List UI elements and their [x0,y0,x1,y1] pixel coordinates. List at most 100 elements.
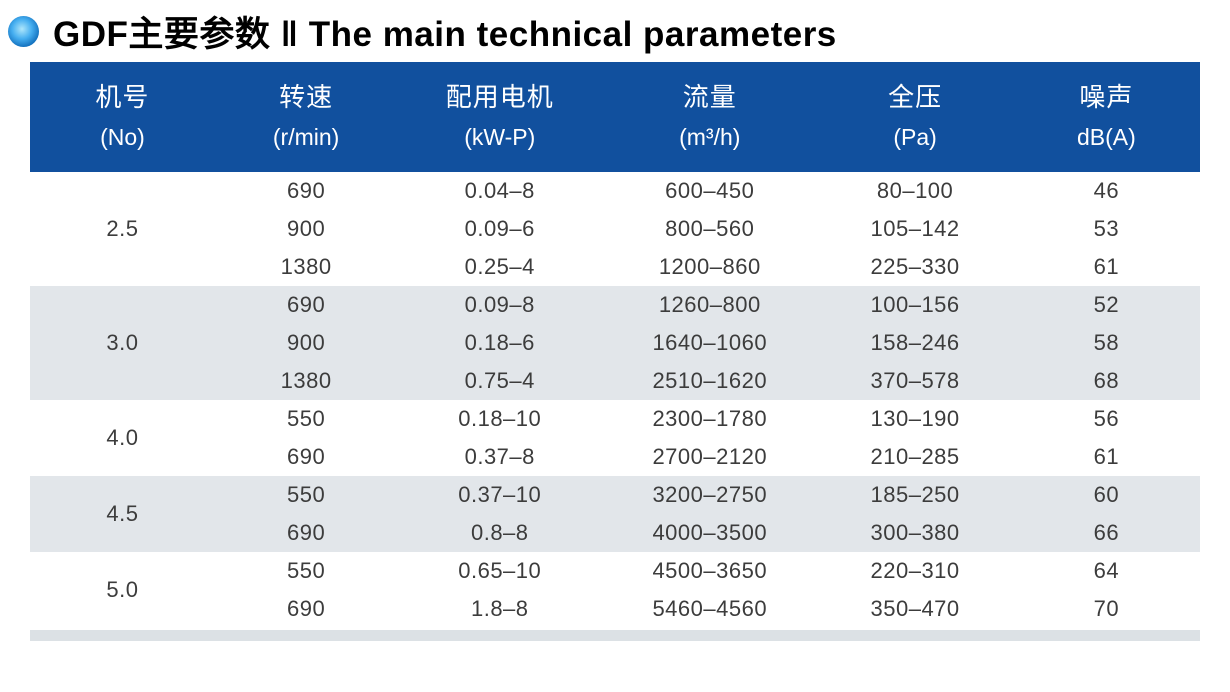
next-group-cutoff-strip [30,630,1200,641]
cell-motor: 0.37–8 [397,438,603,476]
table-row: 5.0 550 0.65–10 4500–3650 220–310 64 [30,552,1200,628]
cell-flow: 800–560 [602,210,818,248]
cell-noise: 61 [1012,248,1200,286]
cell-motor: 1.8–8 [397,590,603,628]
cell-motor: 0.09–8 [397,286,603,324]
cell-motor: 0.04–8 [397,172,603,210]
cell-motor: 0.8–8 [397,514,603,552]
header-flow-cn: 流量 [682,82,737,112]
cell-pressure: 300–380 [817,514,1013,552]
cell-flow: 4000–3500 [602,514,818,552]
header-motor-sub: (kW-P) [464,124,536,150]
cell-no: 3.0 [30,286,215,400]
table-row: 4.0 550 0.18–10 2300–1780 130–190 56 [30,400,1200,476]
table-body: 2.5 690 0.04–8 600–450 80–100 46 900 0.09–6 800–… [30,172,1200,628]
table-row: 690 0.37–8 2700–2120 210–285 61 [30,438,1200,476]
cell-noise: 60 [1012,476,1200,514]
cell-flow: 1640–1060 [602,324,818,362]
table-row: 3.0 690 0.09–8 1260–800 100–156 52 [30,286,1200,400]
header-flow: 流量 (m³/h) [602,62,818,172]
header-pressure: 全压 (Pa) [817,62,1013,172]
cell-speed: 690 [214,514,398,552]
cell-noise: 58 [1012,324,1200,362]
table-row: 690 1.8–8 5460–4560 350–470 70 [30,590,1200,628]
cell-speed: 1380 [214,248,398,286]
table-row: 2.5 690 0.04–8 600–450 80–100 46 [30,172,1200,286]
cell-motor: 0.18–10 [397,400,603,438]
cell-noise: 68 [1012,362,1200,400]
cell-no: 4.5 [30,476,215,552]
cell-motor: 0.09–6 [397,210,603,248]
cell-speed: 900 [214,210,398,248]
cell-pressure: 370–578 [817,362,1013,400]
cell-flow: 1260–800 [602,286,818,324]
cell-flow: 2510–1620 [602,362,818,400]
cell-flow: 2700–2120 [602,438,818,476]
cell-pressure: 225–330 [817,248,1013,286]
table-row: 900 0.09–6 800–560 105–142 53 [30,210,1200,248]
parameters-table: 机号 (No) 转速 (r/min) 配用电机 (kW-P) 流量 (m³/h)… [30,62,1200,628]
cell-motor: 0.18–6 [397,324,603,362]
table-row: 1380 0.75–4 2510–1620 370–578 68 [30,362,1200,400]
cell-no: 5.0 [30,552,215,628]
header-no-sub: (No) [100,124,145,150]
cell-pressure: 158–246 [817,324,1013,362]
cell-speed: 690 [214,438,398,476]
table-row: 1380 0.25–4 1200–860 225–330 61 [30,248,1200,286]
header-noise-cn: 噪声 [1079,82,1134,112]
header-no: 机号 (No) [30,62,215,172]
header-motor: 配用电机 (kW-P) [397,62,603,172]
cell-noise: 53 [1012,210,1200,248]
cell-noise: 61 [1012,438,1200,476]
cell-speed: 690 [214,286,398,324]
parameters-table-wrap: 机号 (No) 转速 (r/min) 配用电机 (kW-P) 流量 (m³/h)… [30,62,1200,641]
cell-noise: 64 [1012,552,1200,590]
cell-flow: 2300–1780 [602,400,818,438]
cell-motor: 0.37–10 [397,476,603,514]
cell-pressure: 185–250 [817,476,1013,514]
cell-noise: 56 [1012,400,1200,438]
header-noise: 噪声 dB(A) [1012,62,1200,172]
cell-motor: 0.25–4 [397,248,603,286]
cell-no: 2.5 [30,172,215,286]
cell-motor: 0.75–4 [397,362,603,400]
cell-speed: 900 [214,324,398,362]
header-speed-cn: 转速 [279,82,334,112]
cell-noise: 52 [1012,286,1200,324]
cell-flow: 3200–2750 [602,476,818,514]
header-no-cn: 机号 [95,82,150,112]
cell-pressure: 100–156 [817,286,1013,324]
cell-noise: 70 [1012,590,1200,628]
cell-speed: 550 [214,400,398,438]
blue-sphere-bullet-icon [8,16,39,47]
cell-speed: 690 [214,172,398,210]
cell-pressure: 220–310 [817,552,1013,590]
page-title: GDF主要参数 ‖ The main technical parameters [53,15,837,54]
table-header: 机号 (No) 转速 (r/min) 配用电机 (kW-P) 流量 (m³/h)… [30,62,1200,172]
cell-speed: 550 [214,476,398,514]
cell-noise: 66 [1012,514,1200,552]
cell-pressure: 80–100 [817,172,1013,210]
cell-pressure: 105–142 [817,210,1013,248]
cell-speed: 690 [214,590,398,628]
cell-pressure: 210–285 [817,438,1013,476]
table-row: 900 0.18–6 1640–1060 158–246 58 [30,324,1200,362]
cell-no: 4.0 [30,400,215,476]
header-noise-sub: dB(A) [1076,124,1136,150]
cell-noise: 46 [1012,172,1200,210]
cell-flow: 600–450 [602,172,818,210]
cell-speed: 550 [214,552,398,590]
header-row: 机号 (No) 转速 (r/min) 配用电机 (kW-P) 流量 (m³/h)… [30,62,1200,172]
table-row: 4.5 550 0.37–10 3200–2750 185–250 60 [30,476,1200,552]
table-row: 690 0.8–8 4000–3500 300–380 66 [30,514,1200,552]
header-speed-sub: (r/min) [272,124,340,150]
cell-speed: 1380 [214,362,398,400]
header-speed: 转速 (r/min) [214,62,398,172]
cell-motor: 0.65–10 [397,552,603,590]
cell-pressure: 350–470 [817,590,1013,628]
header-pressure-sub: (Pa) [893,124,937,150]
header-motor-cn: 配用电机 [445,82,554,112]
cell-flow: 5460–4560 [602,590,818,628]
cell-flow: 1200–860 [602,248,818,286]
cell-flow: 4500–3650 [602,552,818,590]
